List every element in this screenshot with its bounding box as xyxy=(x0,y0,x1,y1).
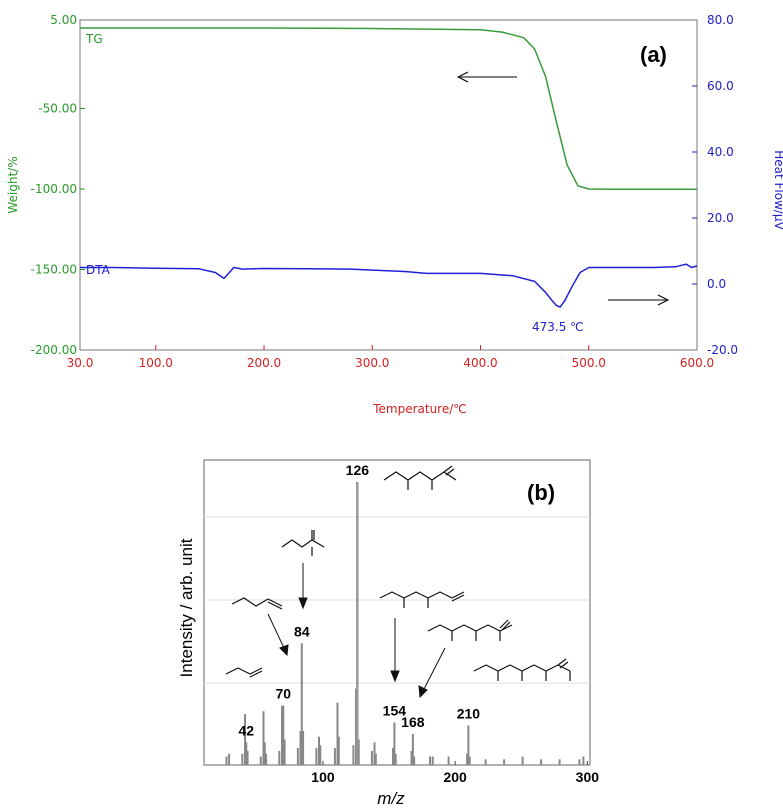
right-tick-label: 40.0 xyxy=(707,145,734,159)
x-tick-label: 30.0 xyxy=(67,356,94,370)
arrow-to-154-icon xyxy=(390,618,400,683)
structure-84-icon xyxy=(281,530,325,556)
right-tick-label: 80.0 xyxy=(707,13,734,27)
panel-b-bars xyxy=(225,482,585,765)
panel-a-right-ticks: 80.0 60.0 40.0 20.0 0.0 -20.0 xyxy=(692,13,738,357)
x-tick-label: 600.0 xyxy=(680,356,714,370)
weight-axis-title: Weight/% xyxy=(6,156,20,213)
peak-label: 70 xyxy=(276,686,292,702)
peak-label: 126 xyxy=(346,462,370,478)
right-tick-label: -20.0 xyxy=(707,343,738,357)
x-tick-label: 200 xyxy=(443,769,467,785)
plot-a-frame xyxy=(79,19,698,351)
dta-series-label: DTA xyxy=(86,263,111,277)
tg-series-label: TG xyxy=(85,32,103,46)
structure-168-icon xyxy=(427,619,513,641)
x-tick-label: 100 xyxy=(311,769,335,785)
x-tick-label: 300 xyxy=(576,769,600,785)
x-tick-label: 500.0 xyxy=(572,356,606,370)
peak-label: 42 xyxy=(239,722,255,738)
panel-a-label: (a) xyxy=(640,42,667,67)
dta-axis-arrow xyxy=(608,294,670,306)
right-tick-label: 0.0 xyxy=(707,277,726,291)
x-tick-label: 400.0 xyxy=(463,356,497,370)
structure-42-icon xyxy=(225,667,263,678)
left-tick-label: 5.00 xyxy=(50,13,77,27)
peak-label: 168 xyxy=(401,714,425,730)
x-tick-label: 300.0 xyxy=(355,356,389,370)
dta-peak-annotation: 473.5 ℃ xyxy=(532,320,584,334)
tg-curve xyxy=(80,27,697,191)
structure-210-icon xyxy=(473,658,571,681)
left-tick-label: -100.00 xyxy=(31,182,77,196)
arrow-to-84-icon xyxy=(298,563,308,610)
panel-a-x-ticks: 30.0 100.0 200.0 300.0 400.0 500.0 600.0 xyxy=(67,345,714,370)
left-tick-label: -200.00 xyxy=(31,343,77,357)
right-tick-label: 60.0 xyxy=(707,79,734,93)
panel-b-x-ticks: 100 200 300 xyxy=(311,761,599,785)
arrow-to-70-icon xyxy=(267,613,289,657)
left-tick-label: -50.00 xyxy=(38,102,77,116)
peak-label: 210 xyxy=(457,705,481,721)
panel-b-gridlines xyxy=(204,516,590,684)
mz-axis-title: m/z xyxy=(377,789,405,808)
temperature-axis-title: Temperature/℃ xyxy=(372,402,467,416)
tg-axis-arrow xyxy=(456,71,517,83)
plot-b-frame xyxy=(203,459,591,766)
x-tick-label: 200.0 xyxy=(247,356,281,370)
structure-126-icon xyxy=(383,465,457,490)
heatflow-axis-title: Heat Flow/μV xyxy=(772,150,783,230)
left-tick-label: -150.00 xyxy=(31,263,77,277)
structure-70-icon xyxy=(231,597,283,610)
dta-curve xyxy=(80,263,698,308)
peak-label: 154 xyxy=(383,703,407,719)
peak-label: 84 xyxy=(294,623,310,639)
structure-154-icon xyxy=(379,591,465,608)
panel-a-left-ticks: 5.00 -50.00 -100.00 -150.00 -200.00 xyxy=(31,13,85,357)
right-tick-label: 20.0 xyxy=(707,211,734,225)
panel-a: 30.0 100.0 200.0 300.0 400.0 500.0 600.0 5.00 -… xyxy=(6,13,783,416)
x-tick-label: 100.0 xyxy=(139,356,173,370)
panel-a-series xyxy=(80,27,698,308)
intensity-axis-title: Intensity / arb. unit xyxy=(177,538,196,677)
arrow-to-168-icon xyxy=(418,647,446,699)
panel-b-label: (b) xyxy=(527,480,555,505)
